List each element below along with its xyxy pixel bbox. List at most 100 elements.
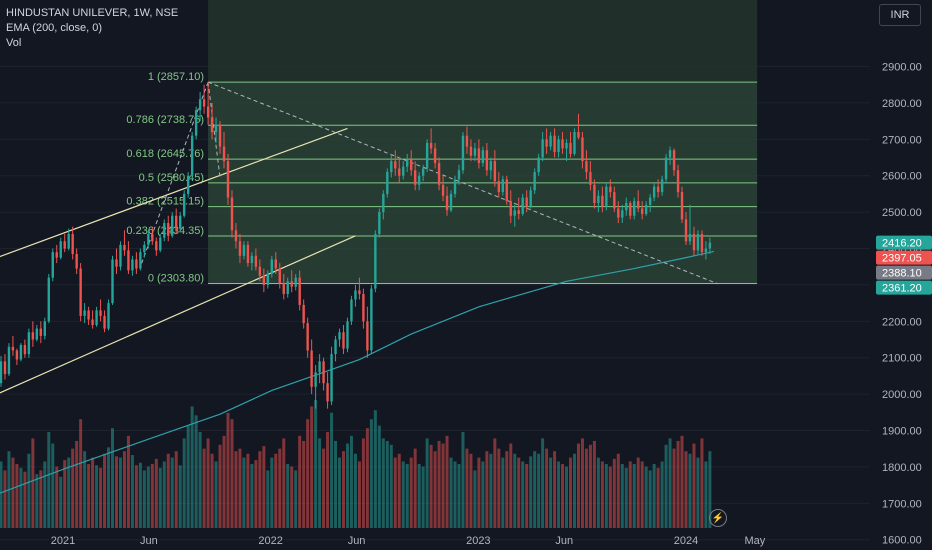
candle: [413, 161, 417, 191]
volume-bar: [158, 467, 162, 528]
candle: [417, 172, 421, 191]
legend-volume[interactable]: Vol: [6, 37, 22, 49]
candle: [390, 153, 393, 178]
volume-bar: [334, 440, 338, 528]
volume-bar: [561, 464, 565, 528]
candle-body: [83, 310, 86, 316]
volume-bar: [230, 419, 234, 528]
candle: [135, 252, 138, 274]
candle: [171, 212, 174, 238]
candle: [75, 248, 78, 274]
candle-body: [688, 233, 692, 242]
currency-button[interactable]: INR: [879, 4, 921, 26]
candle-body: [123, 244, 126, 251]
candle: [83, 303, 86, 324]
volume-bar: [445, 435, 449, 528]
candle-body: [254, 255, 258, 267]
candle-body: [103, 315, 106, 329]
candle-body: [593, 184, 596, 204]
candle-body: [633, 201, 636, 216]
candle: [278, 263, 281, 289]
candle-body: [640, 208, 644, 214]
candle: [680, 186, 684, 224]
x-tick-label: 2021: [51, 535, 75, 547]
candle-body: [366, 321, 369, 351]
y-tick-label: 2500.00: [882, 207, 922, 219]
candle: [230, 190, 234, 238]
candle: [457, 164, 461, 185]
volume-bar: [126, 435, 130, 528]
x-tick-label: 2023: [466, 535, 490, 547]
candle: [298, 270, 301, 311]
candle-body: [704, 248, 708, 253]
volume-bar: [537, 453, 541, 528]
candle: [394, 150, 397, 176]
volume-bar: [497, 448, 501, 528]
candle-body: [441, 184, 445, 196]
legend-ema[interactable]: EMA (200, close, 0): [6, 22, 102, 34]
candle: [19, 343, 23, 362]
candle-body: [386, 172, 389, 194]
candle: [266, 270, 270, 289]
volume-bar: [318, 438, 322, 528]
trend-line: [207, 82, 221, 178]
candle: [565, 139, 568, 162]
x-axis[interactable]: 2021 Jun 2022 Jun 2023 Jun 2024 May: [51, 535, 766, 547]
candle-body: [11, 346, 15, 351]
candle-body: [87, 310, 90, 320]
candle-body: [425, 142, 429, 169]
volume-bar: [469, 453, 473, 528]
volume-bar: [338, 457, 342, 528]
volume-bar: [118, 457, 122, 528]
volume-bar: [294, 470, 298, 528]
candle-body: [465, 135, 469, 147]
candle: [147, 230, 150, 249]
candle-body: [51, 252, 54, 278]
volume-bar: [178, 465, 182, 528]
candle: [214, 117, 218, 143]
volume-bar: [246, 453, 250, 528]
candle: [342, 324, 345, 355]
candle-body: [214, 124, 218, 133]
volume-bar: [174, 451, 178, 528]
candle: [210, 102, 214, 140]
candle: [581, 132, 584, 169]
lightning-icon[interactable]: ⚡: [709, 509, 727, 527]
volume-bar: [624, 467, 628, 528]
candle-body: [493, 161, 497, 182]
candle: [27, 328, 31, 358]
price-badges: 2416.20 2397.05 2388.10 2361.20: [876, 235, 932, 295]
candle-body: [298, 277, 301, 305]
volume-bar: [608, 466, 612, 528]
ema-200-line: [0, 250, 715, 494]
candle-body: [497, 181, 501, 193]
fib-level-label: 0 (2303.80): [148, 273, 204, 285]
volume-bar: [345, 443, 349, 528]
candle-body: [286, 281, 289, 295]
candle-body: [19, 344, 23, 360]
candle: [242, 241, 246, 260]
y-tick-label: 2900.00: [882, 62, 922, 74]
candle: [11, 335, 15, 356]
x-tick-label: 2024: [674, 535, 698, 547]
price-badge: [876, 250, 932, 265]
candle: [238, 233, 242, 264]
candle: [525, 190, 528, 213]
candle: [449, 190, 453, 213]
volume-bar: [274, 453, 278, 528]
legend-symbol[interactable]: HINDUSTAN UNILEVER, 1W, NSE: [6, 7, 179, 19]
candle-body: [445, 195, 449, 211]
volume-bar: [373, 410, 377, 528]
volume-bar: [365, 428, 369, 528]
volume-bar: [194, 415, 198, 528]
volume-bar: [588, 444, 592, 528]
volume-bar: [15, 464, 19, 528]
volume-bar: [413, 448, 417, 528]
volume-bar: [67, 457, 71, 528]
candle: [406, 153, 409, 173]
volume-bar: [397, 453, 401, 528]
volume-bar: [457, 464, 461, 528]
y-axis[interactable]: 1600.00 1700.00 1800.00 1900.00 2000.00 2100.…: [882, 62, 922, 547]
volume-bar: [75, 440, 79, 528]
